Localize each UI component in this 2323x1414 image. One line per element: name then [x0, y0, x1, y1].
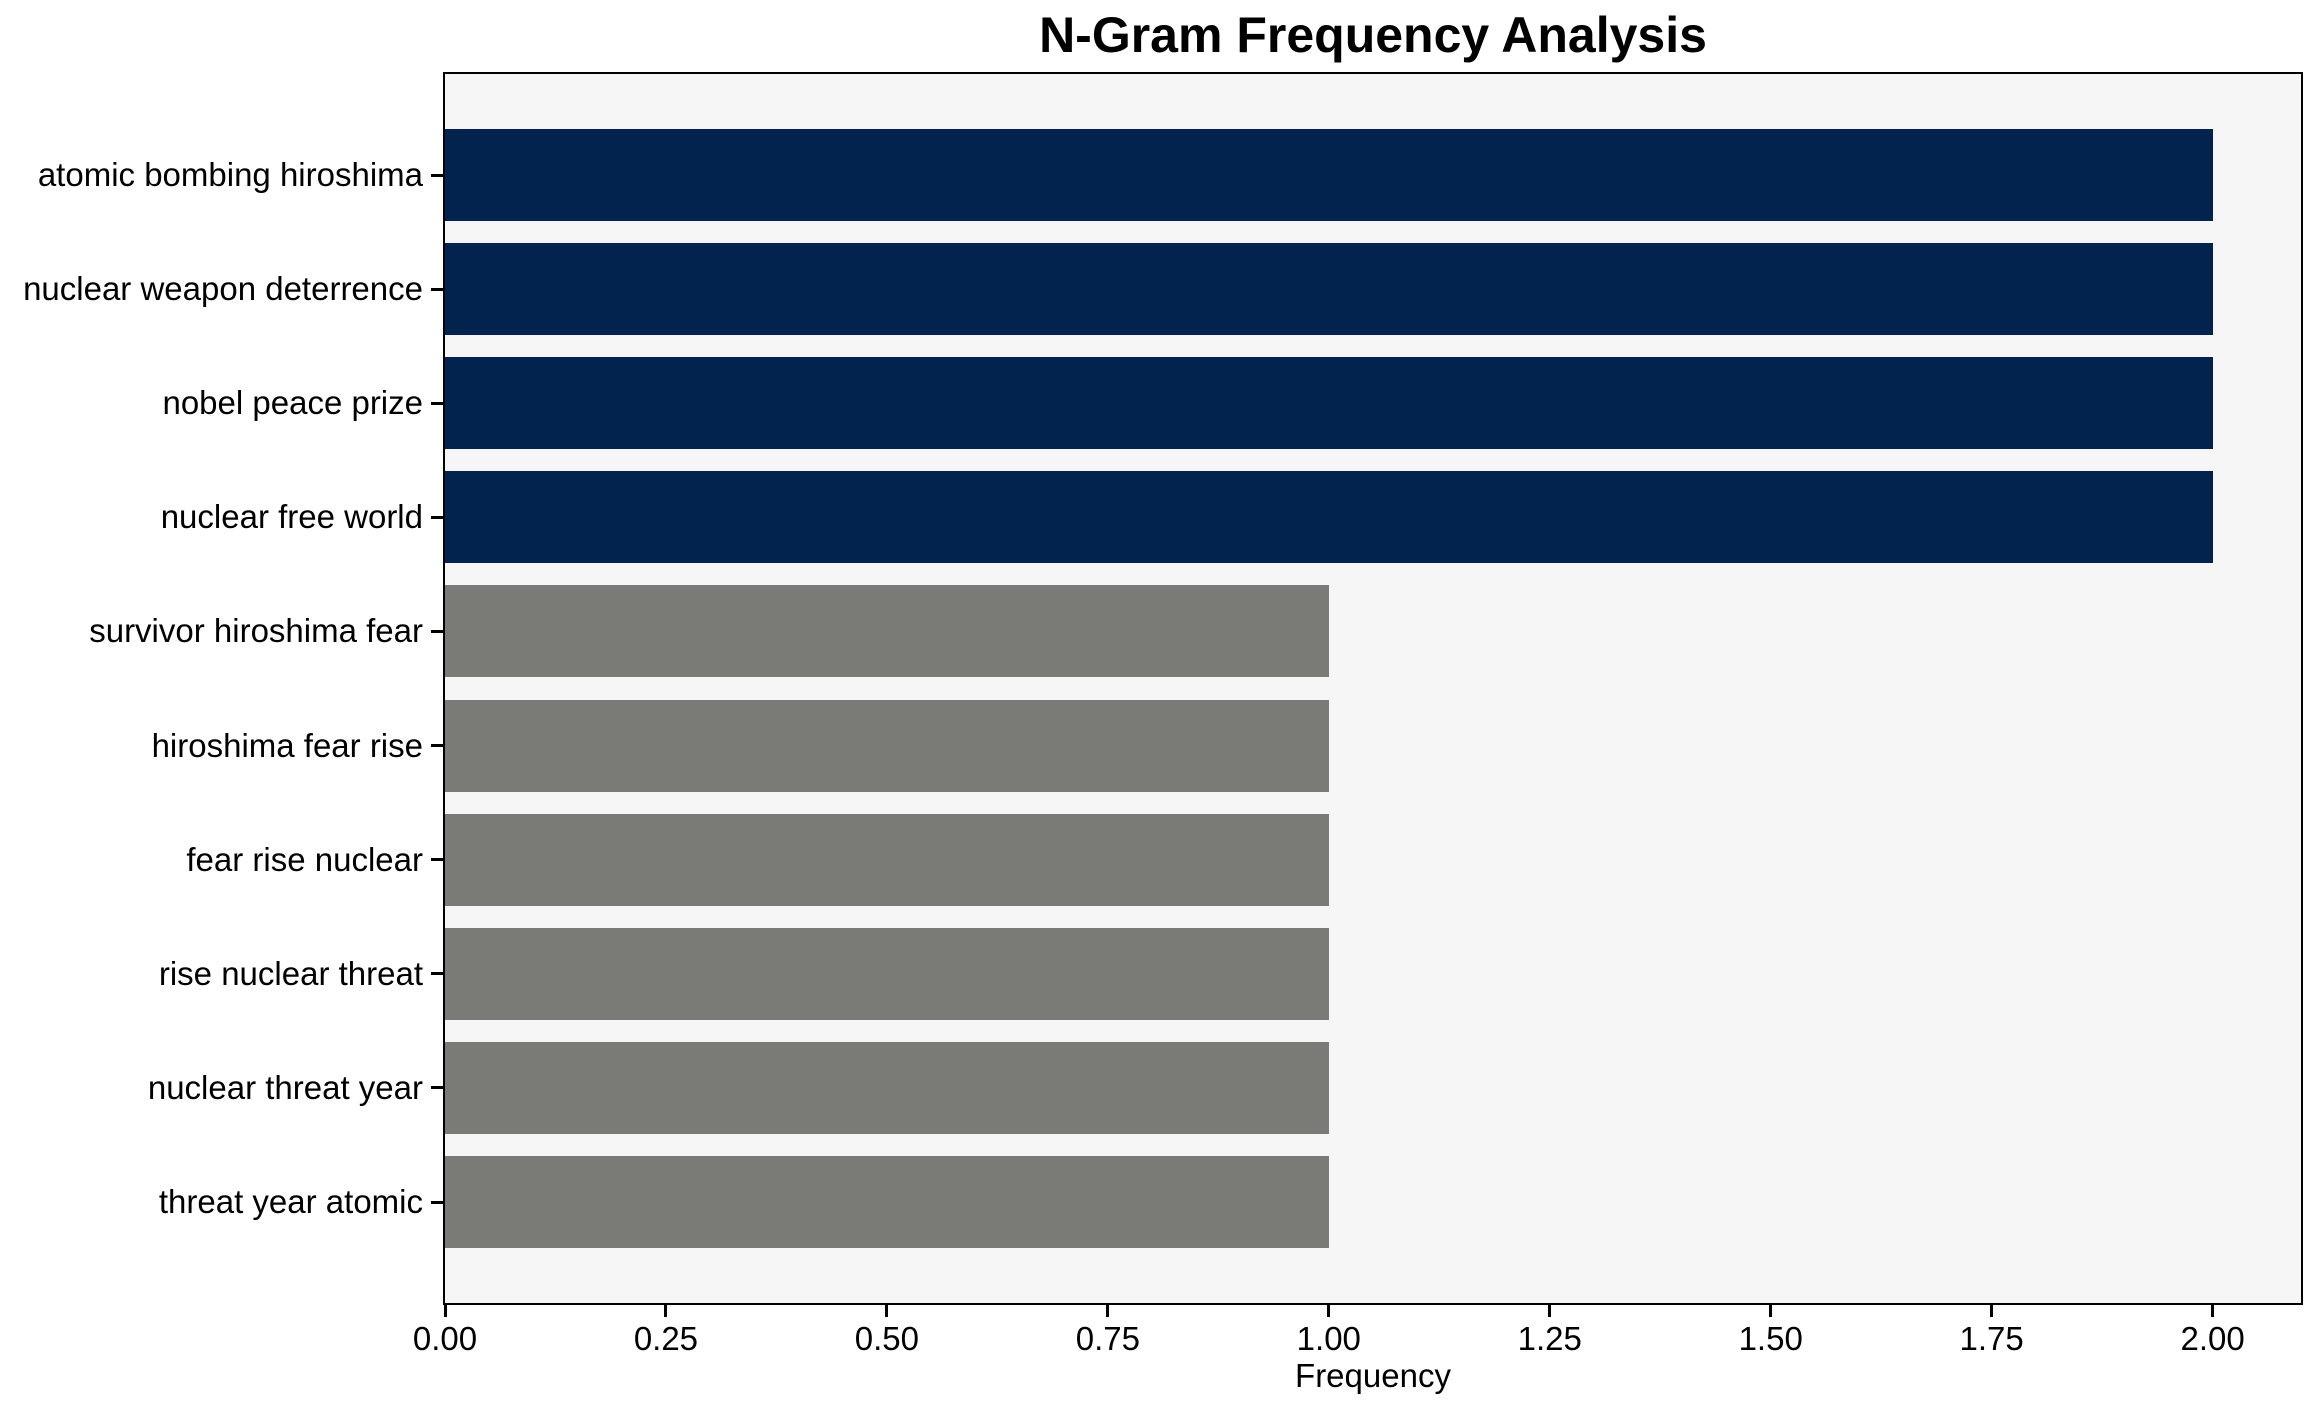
x-tick-mark: [1327, 1305, 1331, 1317]
bar: [445, 585, 1329, 678]
x-tick-mark: [2211, 1305, 2215, 1317]
bar-row: [445, 813, 2301, 906]
x-tick-mark: [443, 1305, 447, 1317]
y-tick-mark: [431, 629, 445, 633]
y-tick-label: fear rise nuclear: [186, 840, 423, 878]
x-axis-label: Frequency: [1295, 1357, 1451, 1394]
x-tick-mark: [1106, 1305, 1110, 1317]
y-tick-mark: [431, 858, 445, 862]
bar-row: [445, 471, 2301, 564]
bar-row: [445, 243, 2301, 336]
x-tick-label: 0.75: [1075, 1320, 1140, 1357]
y-tick-mark: [431, 401, 445, 405]
bar: [445, 129, 2213, 221]
bar-row: [445, 129, 2301, 221]
bar-row: [445, 357, 2301, 450]
x-tick-mark: [1548, 1305, 1552, 1317]
x-tick-label: 1.75: [1959, 1320, 2024, 1357]
y-tick-label: nuclear weapon deterrence: [23, 270, 423, 308]
bar-row: [445, 927, 2301, 1020]
bar-row: [445, 699, 2301, 792]
x-tick-label: 0.50: [854, 1320, 919, 1357]
x-tick-mark: [1769, 1305, 1773, 1317]
x-tick-mark: [885, 1305, 889, 1317]
bars-container: [445, 74, 2301, 1303]
bar: [445, 243, 2213, 336]
y-tick-mark: [431, 515, 445, 519]
bar-row: [445, 1041, 2301, 1134]
y-tick-mark: [431, 1086, 445, 1090]
x-tick-label: 2.00: [2180, 1320, 2245, 1357]
y-tick-mark: [431, 972, 445, 976]
y-tick-mark: [431, 1200, 445, 1204]
y-tick-label: threat year atomic: [158, 1183, 423, 1220]
y-tick-label: survivor hiroshima fear: [89, 612, 423, 650]
y-tick-label: hiroshima fear rise: [151, 726, 423, 764]
bar: [445, 1155, 1329, 1248]
bar-row: [445, 1155, 2301, 1248]
y-tick-mark: [431, 173, 445, 177]
bar: [445, 471, 2213, 564]
y-tick-label: nuclear free world: [160, 498, 423, 536]
x-tick-label: 0.00: [412, 1320, 478, 1357]
bar: [445, 927, 1329, 1020]
y-tick-mark: [431, 287, 445, 291]
bar: [445, 357, 2213, 450]
bar: [445, 813, 1329, 906]
y-tick-label: nuclear threat year: [147, 1068, 423, 1106]
bar-row: [445, 585, 2301, 678]
y-tick-mark: [431, 744, 445, 748]
x-tick-label: 1.00: [1296, 1320, 1361, 1357]
chart-title: N-Gram Frequency Analysis: [1039, 7, 1707, 63]
x-tick-label: 1.50: [1738, 1320, 1803, 1357]
bar: [445, 1041, 1329, 1134]
y-tick-label: atomic bombing hiroshima: [37, 156, 423, 193]
x-tick-mark: [1990, 1305, 1994, 1317]
x-tick-label: 0.25: [633, 1320, 699, 1357]
y-tick-label: nobel peace prize: [162, 384, 423, 422]
bar: [445, 699, 1329, 792]
plot-area: [443, 72, 2303, 1305]
y-tick-label: rise nuclear threat: [158, 954, 423, 992]
x-tick-label: 1.25: [1517, 1320, 1582, 1357]
x-tick-mark: [664, 1305, 668, 1317]
